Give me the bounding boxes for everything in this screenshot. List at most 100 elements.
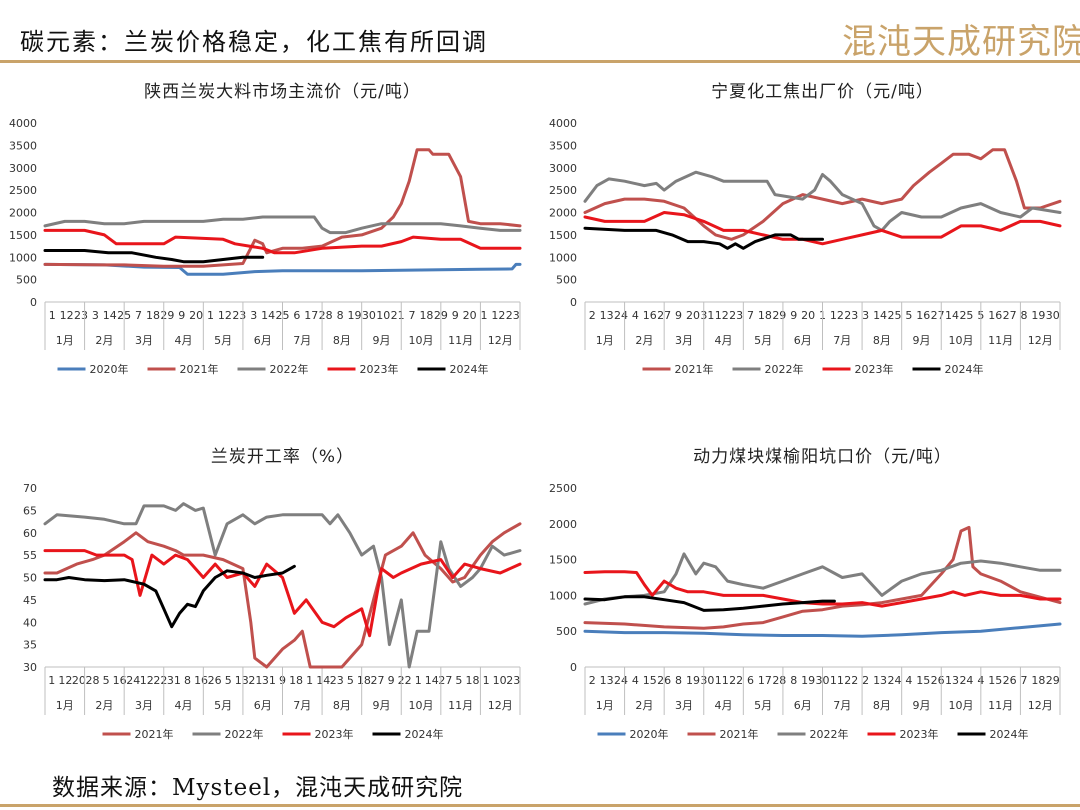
x-tick-label: 26 <box>208 674 222 687</box>
x-tick-label: 21 <box>248 674 262 687</box>
x-tick-label: 23 <box>844 309 858 322</box>
month-label: 11月 <box>448 699 473 712</box>
x-tick-label: 23 <box>330 674 344 687</box>
y-tick-label: 65 <box>23 504 37 517</box>
x-tick-label: 9 <box>790 309 797 322</box>
y-tick-label: 55 <box>23 549 37 562</box>
x-tick-label: 31 <box>262 674 276 687</box>
month-label: 4月 <box>175 334 193 347</box>
x-tick-label: 8 <box>675 674 682 687</box>
month-label: 2月 <box>95 334 113 347</box>
month-label: 6月 <box>794 334 812 347</box>
legend-label: 2024年 <box>990 727 1029 741</box>
x-tick-label: 14 <box>425 674 439 687</box>
x-tick-label: 1 <box>49 309 56 322</box>
x-tick-label: 13 <box>600 674 614 687</box>
x-tick-label: 5 <box>905 309 912 322</box>
y-tick-label: 1500 <box>9 229 37 242</box>
y-tick-label: 3000 <box>549 162 577 175</box>
x-tick-label: 20 <box>189 309 203 322</box>
x-tick-label: 18 <box>419 309 433 322</box>
month-label: 11月 <box>448 334 473 347</box>
x-tick-label: 2 <box>589 674 596 687</box>
x-tick-label: 4 <box>905 674 912 687</box>
x-tick-label: 4 <box>632 309 639 322</box>
month-label: 7月 <box>293 334 311 347</box>
legend-item: 2021年 <box>102 727 174 741</box>
legend-label: 2022年 <box>270 362 309 376</box>
header-divider <box>0 60 1080 63</box>
series-line-2022 <box>583 170 1062 232</box>
x-tick-label: 13 <box>235 674 249 687</box>
x-tick-label: 11 <box>830 674 844 687</box>
x-tick-label: 10 <box>493 674 507 687</box>
y-tick-label: 500 <box>16 274 37 287</box>
x-tick-label: 30 <box>1046 309 1060 322</box>
y-tick-label: 1000 <box>549 589 577 602</box>
y-tick-label: 30 <box>23 661 37 674</box>
y-tick-label: 35 <box>23 639 37 652</box>
x-tick-label: 22 <box>398 674 412 687</box>
legend-item: 2024年 <box>957 727 1029 741</box>
x-tick-label: 28 <box>86 674 100 687</box>
x-tick-label: 5 <box>455 674 462 687</box>
x-tick-label: 27 <box>1003 309 1017 322</box>
x-tick-label: 5 <box>347 674 354 687</box>
legend-label: 2021年 <box>180 362 219 376</box>
x-tick-label: 19 <box>1031 309 1045 322</box>
x-tick-label: 11 <box>715 674 729 687</box>
x-tick-label: 27 <box>438 674 452 687</box>
legend-label: 2020年 <box>630 727 669 741</box>
month-label: 11月 <box>988 699 1013 712</box>
legend-item: 2022年 <box>777 727 849 741</box>
legend-label: 2022年 <box>810 727 849 741</box>
chart-svg: 陕西兰炭大料市场主流价（元/吨） 0 500 1000 1500 2000 2500 3000… <box>9 82 522 376</box>
x-tick-label: 15 <box>643 674 657 687</box>
series-line-2021 <box>43 148 522 268</box>
x-tick-label: 22 <box>153 674 167 687</box>
y-tick-label: 0 <box>570 296 577 309</box>
x-tick-label: 20 <box>463 309 477 322</box>
x-tick-label: 19 <box>801 674 815 687</box>
y-tick-label: 500 <box>556 625 577 638</box>
chart-svg: 宁夏化工焦出厂价（元/吨） 0 500 1000 1500 2000 2500 3000 350… <box>549 82 1062 376</box>
x-tick-label: 5 <box>103 674 110 687</box>
x-tick-label: 12 <box>491 309 505 322</box>
legend-label: 2021年 <box>675 362 714 376</box>
y-tick-label: 70 <box>23 482 37 495</box>
month-label: 10月 <box>949 334 974 347</box>
legend-item: 2023年 <box>327 362 399 376</box>
x-tick-label: 30 <box>362 309 376 322</box>
month-label: 8月 <box>873 334 891 347</box>
x-tick-label: 16 <box>194 674 208 687</box>
month-label: 6月 <box>794 699 812 712</box>
x-tick-label: 14 <box>945 309 959 322</box>
month-label: 5月 <box>754 334 772 347</box>
x-tick-label: 18 <box>758 309 772 322</box>
x-tick-label: 20 <box>72 674 86 687</box>
month-label: 3月 <box>675 334 693 347</box>
y-tick-label: 0 <box>570 661 577 674</box>
x-tick-label: 31 <box>700 309 714 322</box>
legend-label: 2022年 <box>225 727 264 741</box>
x-tick-label: 30 <box>700 674 714 687</box>
x-tick-label: 23 <box>232 309 246 322</box>
x-tick-label: 23 <box>506 674 520 687</box>
x-tick-label: 16 <box>988 309 1002 322</box>
x-tick-label: 14 <box>873 309 887 322</box>
month-label: 1月 <box>596 334 614 347</box>
legend-label: 2023年 <box>360 362 399 376</box>
logo-text: 混沌天成研究院 <box>842 22 1080 62</box>
x-tick-label: 1 <box>481 309 488 322</box>
x-tick-label: 23 <box>74 309 88 322</box>
legend-label: 2024年 <box>450 362 489 376</box>
x-tick-label: 16 <box>643 309 657 322</box>
month-label: 10月 <box>949 699 974 712</box>
chart-title: 宁夏化工焦出厂价（元/吨） <box>711 82 934 102</box>
series-line-2023 <box>43 228 522 255</box>
chart-panel-shaanxi-lantan-price: 陕西兰炭大料市场主流价（元/吨） 0 500 1000 1500 2000 2500 3000… <box>0 70 540 390</box>
legend-item: 2022年 <box>192 727 264 741</box>
month-label: 6月 <box>254 699 272 712</box>
y-tick-label: 2500 <box>9 184 37 197</box>
